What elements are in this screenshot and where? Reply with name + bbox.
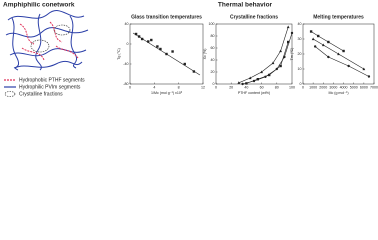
legend-label: Crystalline fractions bbox=[19, 91, 63, 97]
point bbox=[156, 45, 159, 48]
network-diagram bbox=[5, 10, 89, 71]
x-tick-label: 0 bbox=[302, 85, 304, 89]
series-line bbox=[242, 32, 293, 85]
y-tick-label: 0 bbox=[300, 82, 302, 86]
x-tick-label: 0 bbox=[129, 85, 131, 89]
x-tick-label: 80 bbox=[275, 85, 279, 89]
y-tick-label: 30 bbox=[298, 37, 302, 41]
point bbox=[362, 67, 366, 71]
y-axis-label: Tg (°C) bbox=[117, 48, 121, 60]
chart-title: Glass transition temperatures bbox=[131, 14, 202, 20]
x-tick-label: 20 bbox=[229, 85, 233, 89]
point bbox=[159, 47, 162, 51]
point bbox=[347, 64, 350, 68]
x-axis-label: 1/Mc (mol g⁻¹) x10³ bbox=[151, 91, 183, 95]
x-tick-label: 0 bbox=[215, 85, 217, 89]
figure: Amphiphilic conetwork Thermal behavior H… bbox=[3, 2, 378, 98]
y-axis-label: Xc (%) bbox=[203, 49, 207, 60]
x-tick-label: 40 bbox=[244, 85, 248, 89]
x-axis-label: Mc (g mol⁻¹) bbox=[328, 91, 348, 95]
point bbox=[183, 62, 186, 66]
point bbox=[150, 38, 153, 42]
x-axis-label: PTHF content (wt%) bbox=[238, 91, 270, 95]
point bbox=[147, 40, 150, 43]
x-tick-label: 100 bbox=[289, 85, 295, 89]
chart-title: Crystalline fractions bbox=[230, 14, 278, 20]
point bbox=[337, 52, 340, 56]
point bbox=[256, 78, 259, 81]
point bbox=[342, 49, 345, 53]
x-tick-label: 8 bbox=[178, 85, 180, 89]
x-tick-label: 7000 bbox=[370, 85, 378, 89]
plot-frame bbox=[215, 23, 293, 85]
x-tick-label: 12 bbox=[201, 85, 205, 89]
series-line bbox=[312, 38, 365, 70]
y-tick-label: -40 bbox=[123, 62, 128, 66]
point bbox=[260, 70, 263, 74]
series-line bbox=[246, 41, 289, 84]
point bbox=[248, 76, 252, 80]
point bbox=[171, 50, 174, 53]
y-tick-label: -80 bbox=[123, 82, 128, 86]
y-tick-label: 40 bbox=[298, 22, 302, 26]
point bbox=[327, 55, 330, 59]
y-tick-label: 40 bbox=[211, 58, 215, 62]
legend-label: Hydrophobic PTHF segments bbox=[19, 77, 85, 83]
series-line bbox=[132, 32, 201, 76]
y-tick-label: 10 bbox=[298, 67, 302, 71]
y-tick-label: 100 bbox=[209, 22, 215, 26]
series-line bbox=[238, 26, 289, 84]
x-tick-label: 2000 bbox=[319, 85, 327, 89]
x-tick-label: 60 bbox=[260, 85, 264, 89]
x-tick-label: 4000 bbox=[340, 85, 348, 89]
point bbox=[271, 61, 275, 65]
point bbox=[134, 32, 138, 36]
y-tick-label: 0 bbox=[127, 42, 129, 46]
point bbox=[367, 75, 371, 78]
point bbox=[245, 82, 248, 85]
legend-swatch bbox=[4, 91, 16, 97]
legend-label: Hydrophilic PVIm segments bbox=[19, 84, 81, 90]
point bbox=[317, 34, 320, 38]
point bbox=[241, 82, 244, 86]
y-tick-label: 80 bbox=[211, 34, 215, 38]
section-title: Amphiphilic conetwork bbox=[3, 2, 75, 9]
point bbox=[313, 45, 317, 48]
point bbox=[311, 37, 315, 41]
x-tick-label: 1000 bbox=[309, 85, 317, 89]
point bbox=[279, 64, 282, 68]
point bbox=[268, 73, 271, 77]
point bbox=[279, 49, 282, 53]
point bbox=[290, 31, 294, 35]
x-tick-label: 3000 bbox=[329, 85, 337, 89]
x-tick-label: 5000 bbox=[350, 85, 358, 89]
series-line bbox=[310, 31, 344, 52]
x-tick-label: 6000 bbox=[360, 85, 368, 89]
chart-title: Melting temperatures bbox=[313, 14, 364, 20]
point bbox=[309, 30, 313, 33]
point bbox=[321, 43, 325, 47]
point bbox=[237, 81, 241, 84]
y-tick-label: 20 bbox=[211, 70, 215, 74]
y-axis-label: Tm (°C) bbox=[290, 48, 294, 61]
x-tick-label: 4 bbox=[153, 85, 155, 89]
point bbox=[286, 25, 290, 29]
plot-frame bbox=[129, 23, 204, 85]
section-title: Thermal behavior bbox=[218, 2, 273, 9]
series-line bbox=[314, 46, 370, 77]
y-tick-label: 20 bbox=[298, 52, 302, 56]
y-tick-label: 60 bbox=[211, 46, 215, 50]
point bbox=[287, 40, 290, 44]
y-tick-label: 40 bbox=[125, 22, 129, 26]
point bbox=[327, 40, 330, 44]
y-tick-label: 0 bbox=[213, 82, 215, 86]
